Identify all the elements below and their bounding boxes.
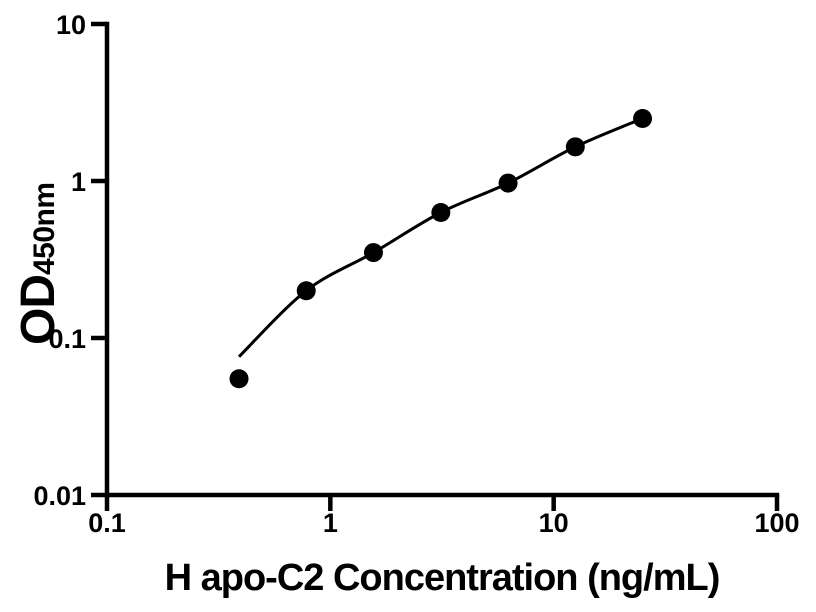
x-tick-label: 1 xyxy=(323,508,338,538)
fit-curve xyxy=(237,117,644,358)
y-axis-title-main: OD xyxy=(12,275,65,345)
x-tick-label: 0.1 xyxy=(88,508,126,538)
x-axis-title: H apo-C2 Concentration (ng/mL) xyxy=(164,557,721,599)
data-point xyxy=(229,369,249,389)
data-point xyxy=(565,137,585,157)
y-tick-label: 0.1 xyxy=(48,324,86,354)
y-axis-title-subscript: 450nm xyxy=(28,182,61,275)
x-tick-label: 10 xyxy=(539,508,569,538)
y-tick-label: 1 xyxy=(71,167,86,197)
data-point xyxy=(296,281,316,301)
x-tick-label: 100 xyxy=(754,508,799,538)
data-point xyxy=(633,109,653,129)
data-point xyxy=(431,203,451,223)
y-tick-label: 0.01 xyxy=(33,481,86,511)
data-point xyxy=(363,243,383,263)
data-point xyxy=(498,173,518,193)
y-axis-title: OD450nm xyxy=(9,182,69,345)
y-tick-label: 10 xyxy=(56,10,86,40)
